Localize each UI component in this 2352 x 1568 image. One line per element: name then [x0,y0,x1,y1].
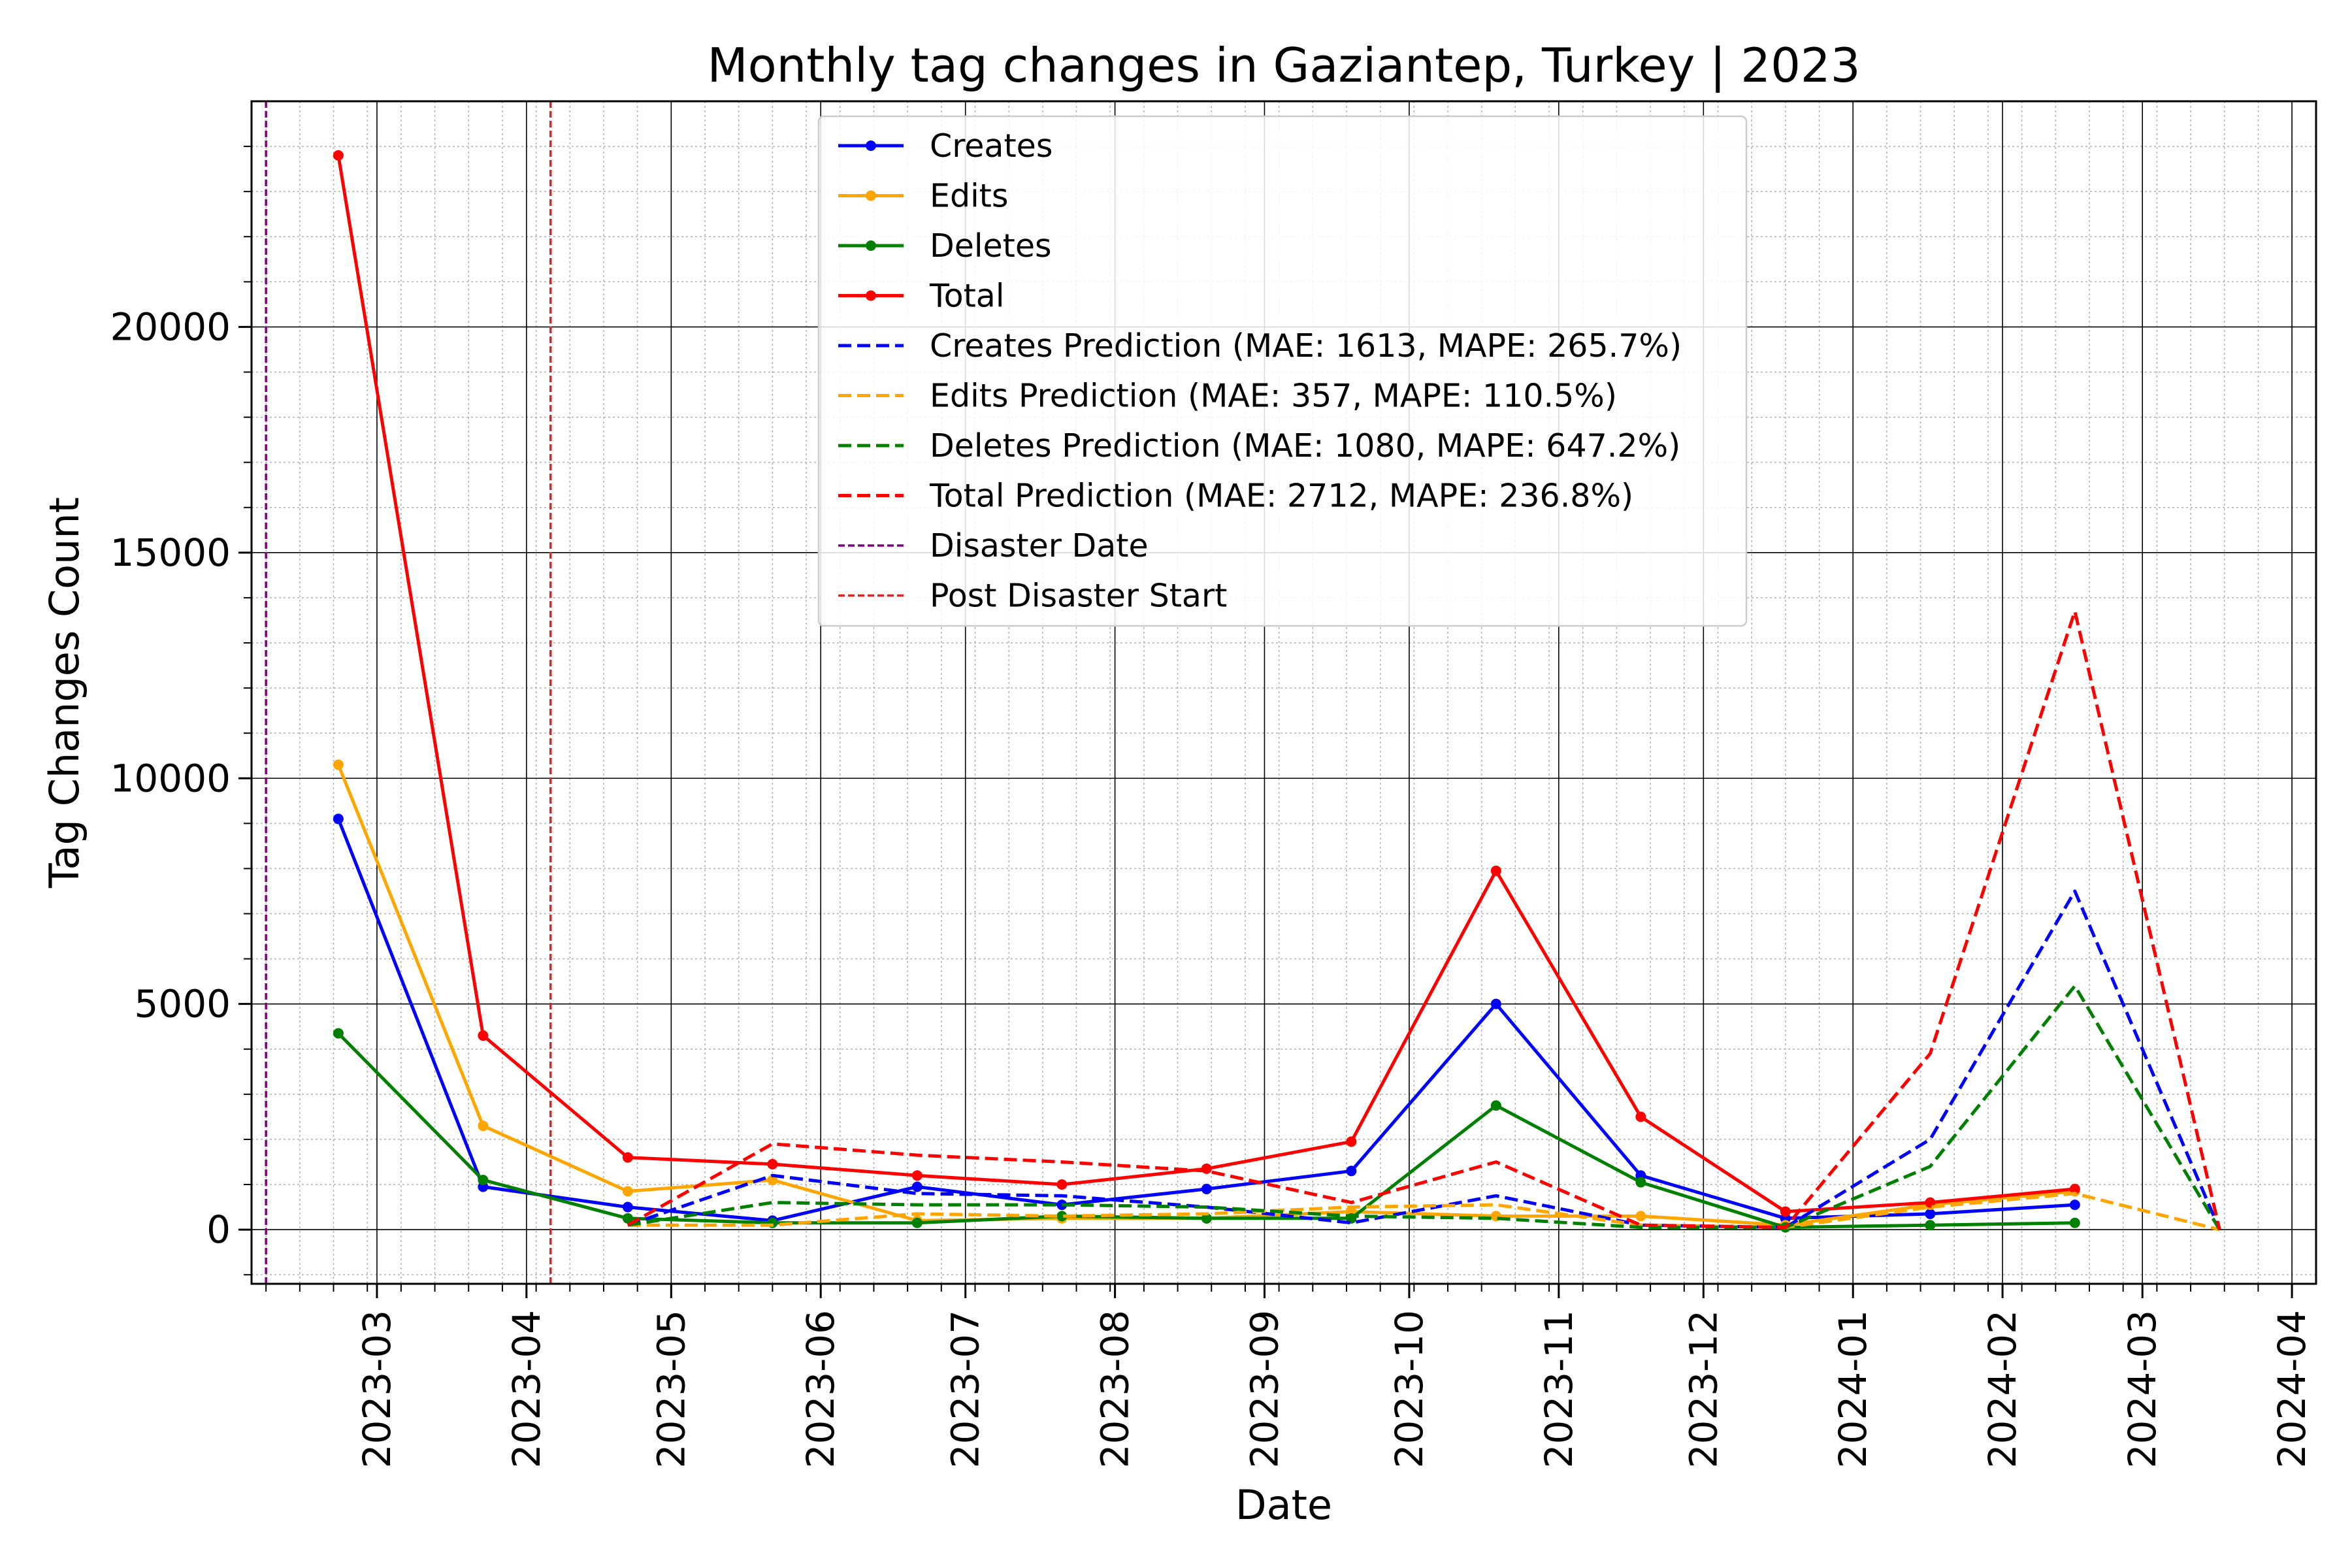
legend-label: Disaster Date [930,527,1149,564]
series-group [627,984,2221,1231]
legend-entry: Post Disaster Start [838,578,1227,615]
data-point [478,1030,489,1041]
data-point [1056,1211,1068,1222]
data-point [1490,998,1501,1009]
legend-label: Deletes [930,227,1052,265]
x-tick-label: 2023-04 [504,1310,549,1468]
x-tick-label: 2023-07 [943,1310,988,1468]
series-line [627,1192,2220,1232]
y-tick-label: 0 [206,1207,231,1252]
series-group [333,813,2080,1226]
legend-entry: Disaster Date [838,527,1149,564]
legend-entry: Total Prediction (MAE: 2712, MAPE: 236.8… [838,478,1633,515]
series-group [627,610,2221,1230]
legend-entry: Total [838,278,1004,315]
data-point [333,150,344,161]
x-tick-label: 2023-11 [1537,1310,1581,1468]
x-tick-label: 2024-02 [1980,1310,2025,1468]
data-point [911,1170,923,1181]
axis-ticks: 0 5000 10000 15000 20000 2023-03 2023-04 2023-0… [110,146,2314,1468]
data-point [622,1201,633,1213]
legend-label: Post Disaster Start [930,578,1227,615]
legend-entry: Edits Prediction (MAE: 357, MAPE: 110.5%… [838,378,1617,415]
data-point [911,1181,923,1192]
series-layer [333,150,2221,1233]
legend-marker [866,290,876,301]
x-tick-label: 2023-08 [1093,1310,1137,1468]
x-tick-label: 2023-05 [649,1310,693,1468]
y-tick-label: 5000 [134,982,231,1026]
series-group [627,1192,2220,1232]
data-point [1925,1208,1936,1219]
legend-label: Creates Prediction (MAE: 1613, MAPE: 265… [930,327,1682,365]
data-point [2069,1217,2080,1228]
data-point [1490,1100,1501,1111]
data-point [1201,1213,1212,1224]
data-point [622,1186,633,1197]
data-point [622,1213,633,1224]
legend-label: Edits Prediction (MAE: 357, MAPE: 110.5%… [930,378,1617,415]
series-group [333,150,2080,1217]
x-tick-label: 2024-04 [2270,1310,2314,1468]
legend: Creates Edits Deletes Total Creates Predicti… [817,115,1748,627]
legend-label: Edits [930,178,1008,215]
plot-frame [250,100,2317,1285]
data-point [767,1158,778,1169]
data-point [1635,1111,1646,1122]
data-point [1201,1183,1212,1194]
data-point [1490,865,1501,876]
data-point [1635,1177,1646,1188]
data-point [333,813,344,825]
legend-entry: Deletes [838,227,1052,265]
x-tick-label: 2023-06 [798,1310,843,1468]
data-point [911,1217,923,1228]
x-axis-label: Date [1235,1481,1332,1529]
x-tick-label: 2023-03 [355,1310,399,1468]
x-tick-label: 2024-01 [1831,1310,1875,1468]
series-line [627,610,2221,1230]
series-line [627,984,2221,1231]
data-point [1925,1220,1936,1231]
y-axis-label: Tag Changes Count [41,497,88,889]
y-tick-label: 15000 [110,531,231,575]
legend-box [817,115,1748,627]
data-point [333,1028,344,1039]
reference-lines [265,101,552,1284]
legend-label: Deletes Prediction (MAE: 1080, MAPE: 647… [930,427,1680,465]
legend-entry: Creates [838,127,1053,165]
data-point [1346,1136,1357,1147]
x-tick-label: 2023-10 [1387,1310,1431,1468]
series-line [627,889,2221,1231]
legend-entry: Edits [838,178,1008,215]
data-point [1635,1211,1646,1222]
x-tick-label: 2023-12 [1681,1310,1725,1468]
legend-marker [866,190,876,201]
legend-entry: Deletes Prediction (MAE: 1080, MAPE: 647… [838,427,1680,465]
data-point [622,1152,633,1163]
data-point [478,1120,489,1132]
data-point [1346,1166,1357,1177]
series-group [627,889,2221,1231]
data-point [1056,1179,1068,1190]
data-point [2069,1183,2080,1194]
data-point [1925,1197,1936,1208]
legend-label: Total [929,278,1004,315]
data-point [2069,1200,2080,1211]
x-tick-label: 2023-09 [1242,1310,1286,1468]
legend-label: Total Prediction (MAE: 2712, MAPE: 236.8… [929,478,1633,515]
x-tick-label: 2024-03 [2120,1310,2164,1468]
legend-marker [866,140,876,151]
legend-marker [866,240,876,251]
legend-entry: Creates Prediction (MAE: 1613, MAPE: 265… [838,327,1682,365]
data-point [478,1175,489,1186]
y-tick-label: 20000 [110,304,231,349]
y-tick-label: 10000 [110,756,231,800]
data-point [333,759,344,770]
legend-label: Creates [930,127,1053,165]
chart-title: Monthly tag changes in Gaziantep, Turkey… [707,38,1860,93]
data-point [1780,1206,1791,1217]
